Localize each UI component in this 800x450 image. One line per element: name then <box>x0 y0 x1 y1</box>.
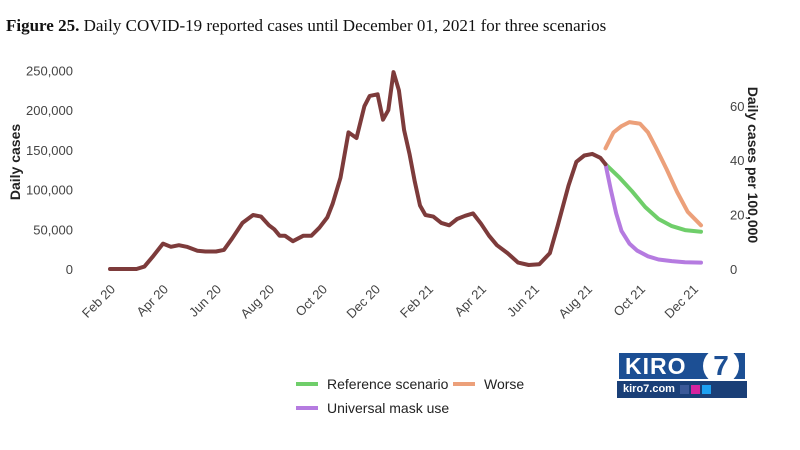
kiro-site-bar: kiro7.com <box>617 381 747 398</box>
kiro-seven-badge: 7 <box>703 348 739 384</box>
y-tick-label: 250,000 <box>26 64 73 79</box>
y-tick-label: 100,000 <box>26 183 73 198</box>
x-tick-label: Feb 20 <box>79 282 118 321</box>
x-tick-label: Oct 20 <box>292 282 330 320</box>
y-tick-label: 0 <box>66 262 73 277</box>
kiro-site: kiro7.com <box>623 383 675 395</box>
x-axis-ticks: Feb 20 Apr 20 Jun 20 Aug 20 Oct 20 Dec 20 Feb … <box>79 282 701 322</box>
kiro7-logo: KIRO 7 kiro7.com <box>617 348 747 399</box>
instagram-icon <box>691 384 701 394</box>
x-tick-label: Apr 21 <box>451 282 489 320</box>
x-tick-label: Feb 21 <box>397 282 436 321</box>
legend-label-worse: Worse <box>484 376 524 392</box>
y2-tick-label: 20 <box>730 208 744 223</box>
figure-title-text: Daily COVID-19 reported cases until Dece… <box>83 16 607 35</box>
series-line-worse <box>603 120 703 228</box>
x-tick-label: Dec 21 <box>661 282 701 322</box>
y2-axis-label: Daily cases per 100,000 <box>745 87 761 244</box>
series-line-observed <box>108 70 608 271</box>
figure-title: Figure 25. Daily COVID-19 reported cases… <box>6 16 786 36</box>
x-tick-label: Apr 20 <box>133 282 171 320</box>
figure-number: Figure 25. <box>6 16 80 35</box>
y-tick-label: 200,000 <box>26 103 73 118</box>
x-tick-label: Aug 21 <box>555 282 595 322</box>
y2-axis-ticks: 0 20 40 60 <box>730 99 744 277</box>
y2-tick-label: 60 <box>730 99 744 114</box>
facebook-icon <box>680 384 690 394</box>
legend: Reference scenario Worse Universal mask … <box>296 376 524 416</box>
series-lines <box>108 70 703 271</box>
series-line-reference <box>603 162 703 234</box>
x-tick-label: Jun 21 <box>504 282 542 320</box>
y-tick-label: 50,000 <box>33 222 73 237</box>
y-axis-label: Daily cases <box>7 124 23 200</box>
x-tick-label: Dec 20 <box>343 282 383 322</box>
x-tick-label: Aug 20 <box>237 282 277 322</box>
y2-tick-label: 0 <box>730 262 737 277</box>
y2-tick-label: 40 <box>730 153 744 168</box>
legend-label-mask: Universal mask use <box>327 400 449 416</box>
series-line-universal-mask <box>603 162 703 265</box>
x-tick-label: Oct 21 <box>610 282 648 320</box>
twitter-icon <box>702 384 712 394</box>
y-tick-label: 150,000 <box>26 143 73 158</box>
y-axis-ticks: 0 50,000 100,000 150,000 200,000 250,000 <box>26 64 73 278</box>
x-tick-label: Jun 20 <box>186 282 224 320</box>
legend-label-reference: Reference scenario <box>327 376 449 392</box>
